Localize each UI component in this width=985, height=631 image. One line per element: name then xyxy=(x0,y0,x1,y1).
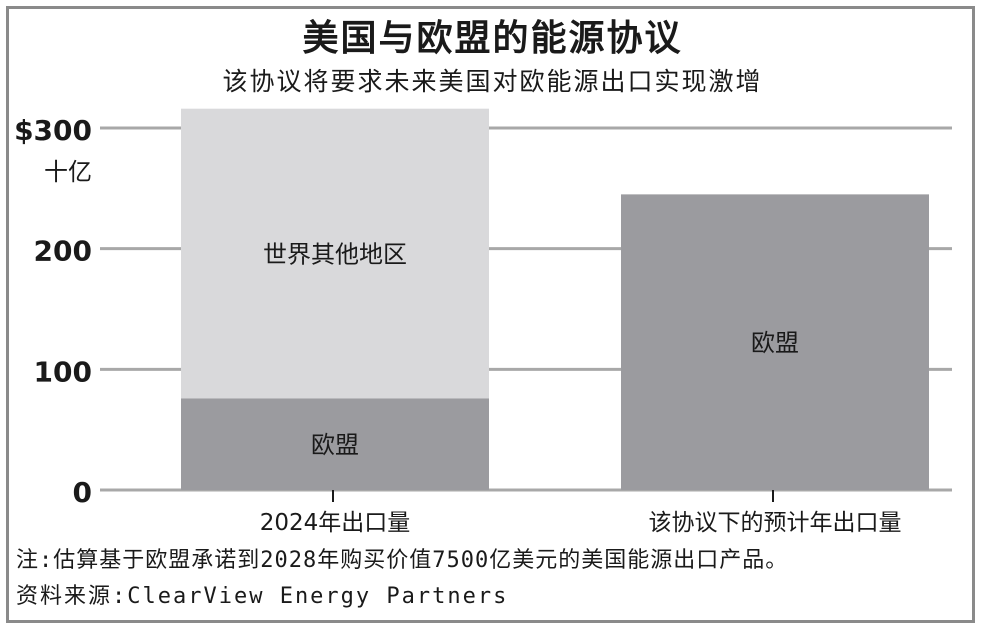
segment-label: 欧盟 xyxy=(751,329,799,357)
bar-segment xyxy=(621,194,929,490)
y-tick-label: 100 xyxy=(34,355,92,388)
segment-label: 欧盟 xyxy=(311,431,359,459)
x-category-label: 该协议下的预计年出口量 xyxy=(649,510,902,536)
y-tick-label: 200 xyxy=(34,235,92,268)
chart-subtitle: 该协议将要求未来美国对欧能源出口实现激增 xyxy=(222,67,763,96)
x-category-label: 2024年出口量 xyxy=(260,510,411,536)
chart-title: 美国与欧盟的能源协议 xyxy=(302,18,683,59)
chart-source: 资料来源:ClearView Energy Partners xyxy=(16,584,509,609)
bar-segment xyxy=(181,108,489,399)
bar-segment xyxy=(181,398,489,490)
y-tick-label: $300 xyxy=(14,114,92,147)
segment-label: 世界其他地区 xyxy=(263,240,407,268)
chart-note: 注:估算基于欧盟承诺到2028年购买价值7500亿美元的美国能源出口产品。 xyxy=(16,548,789,573)
y-tick-label: 0 xyxy=(73,476,92,509)
y-unit-label: 十亿 xyxy=(44,158,92,186)
